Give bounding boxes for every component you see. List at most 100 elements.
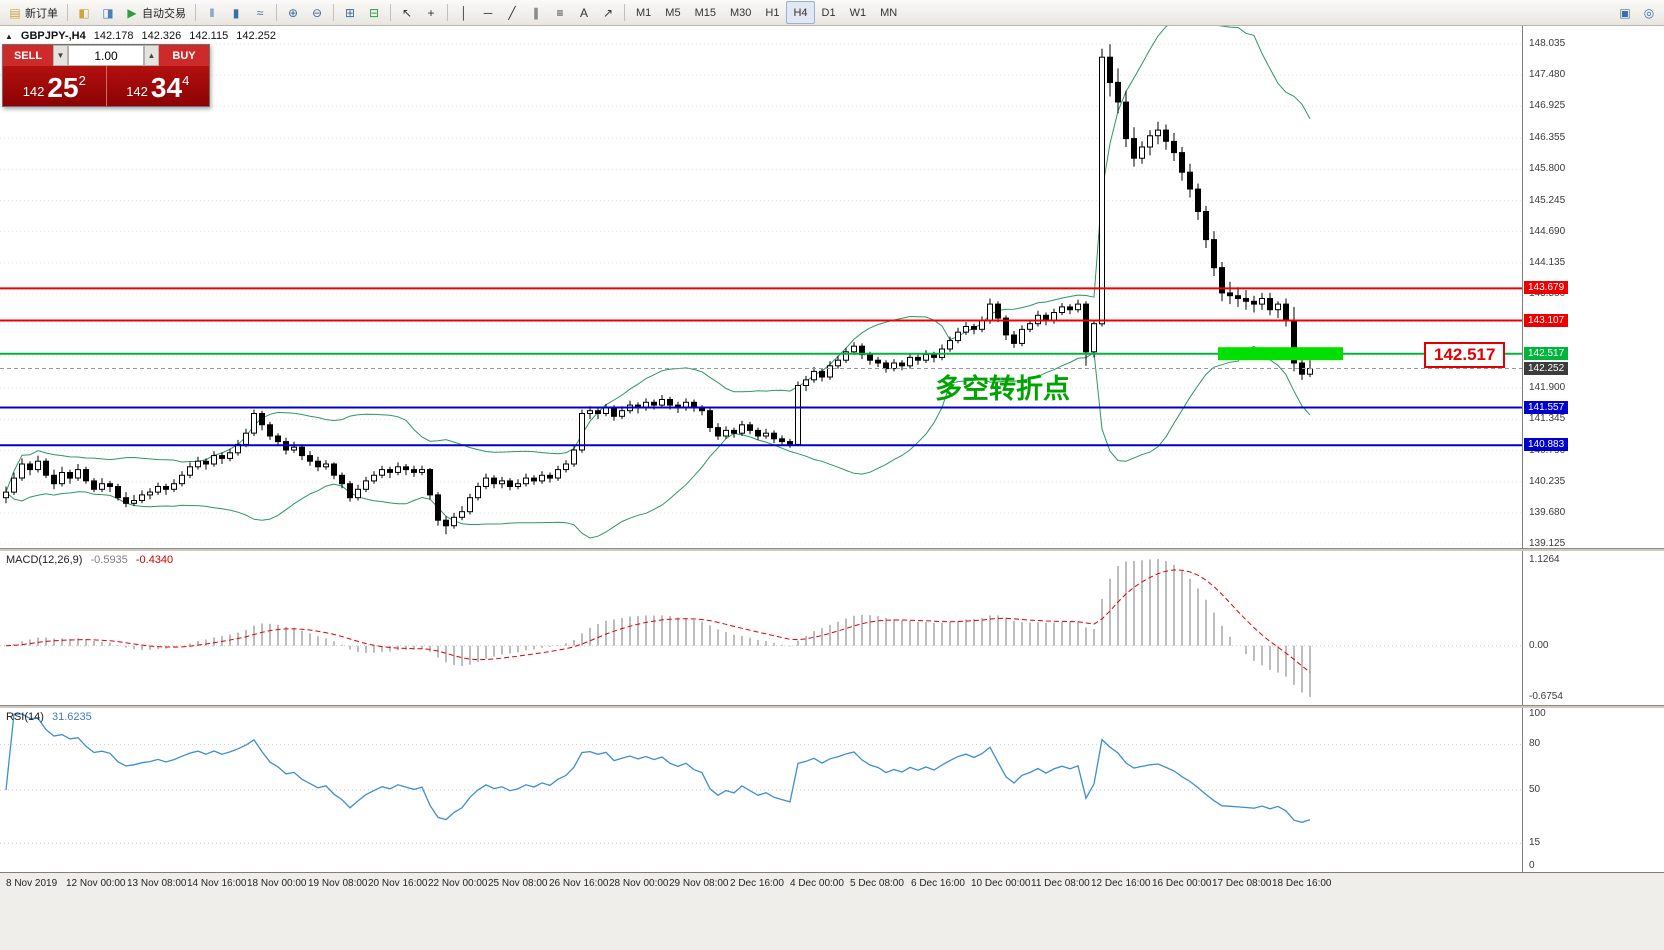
price-axis-label: 147.480 <box>1529 69 1566 80</box>
one-click-toggle-icon[interactable]: ▲ <box>5 31 13 41</box>
timeframe-m1-button[interactable]: M1 <box>636 6 652 19</box>
crosshair-icon[interactable]: + <box>419 1 443 24</box>
arrange-windows-icon-glyph: ⊟ <box>368 5 380 20</box>
sell-price[interactable]: 142 25 2 <box>3 66 106 106</box>
horizontal-line-icon-glyph: ─ <box>483 5 493 20</box>
ohlc-high: 142.326 <box>141 30 182 42</box>
symbol-name: GBPJPY-,H4 <box>20 30 86 42</box>
arrange-windows-icon[interactable]: ⊟ <box>362 1 386 24</box>
volume-input[interactable] <box>68 45 144 66</box>
zoom-in-icon-glyph: ⊕ <box>287 5 299 20</box>
sell-price-main: 142 <box>22 84 45 99</box>
price-axis-label: 144.690 <box>1529 226 1566 237</box>
volume-decrease-button[interactable]: ▼ <box>53 45 68 66</box>
timeframe-d1-button[interactable]: D1 <box>821 6 836 19</box>
objects-group: │ ─ ╱ ∥ ≡ A ↗ <box>452 1 620 25</box>
sell-button[interactable]: SELL <box>3 45 53 66</box>
bar-chart-icon[interactable]: ‖ <box>200 1 224 24</box>
buy-price[interactable]: 142 34 4 <box>107 66 210 106</box>
marketwatch-icon-glyph: ◧ <box>78 5 90 20</box>
price-axis-badge: 141.557 <box>1524 401 1569 414</box>
bollinger-lower-band <box>5 345 1311 539</box>
trendline-icon-glyph: ╱ <box>508 5 516 20</box>
macd-signal-line <box>5 569 1311 673</box>
price-axis-label: 141.345 <box>1529 413 1566 424</box>
zoom-in-icon[interactable]: ⊕ <box>281 1 305 24</box>
time-axis-label: 4 Dec 00:00 <box>790 878 844 889</box>
buy-price-main: 142 <box>126 84 148 99</box>
rsi-label: RSI(14) 31.6235 <box>6 711 92 723</box>
time-axis-label: 22 Nov 00:00 <box>428 878 488 889</box>
highlight-rectangle-object[interactable] <box>1218 347 1343 361</box>
new-order-button[interactable]: ▤ 新订单 <box>3 1 63 24</box>
chart-type-group: ‖ ▮ ≈ <box>200 1 272 25</box>
bollinger-upper-band <box>5 26 1311 493</box>
navigator-icon-glyph: ◨ <box>102 5 114 20</box>
toolbar-separator <box>67 4 68 21</box>
price-axis-badge: 143.107 <box>1524 314 1569 327</box>
timeframe-h1-button[interactable]: H1 <box>765 6 780 19</box>
cursor-icon[interactable]: ↖ <box>395 1 419 24</box>
toolbar-separator <box>390 4 391 21</box>
price-level-callout[interactable]: 142.517 <box>1424 342 1506 368</box>
toolbar-separator <box>195 4 196 21</box>
chart-settings-icon[interactable]: ▣ <box>1613 1 1637 24</box>
toolbar-separator <box>333 4 334 21</box>
window-group: ⊞ ⊟ <box>338 1 386 25</box>
navigator-icon[interactable]: ◨ <box>96 1 120 24</box>
time-axis-label: 16 Dec 00:00 <box>1152 878 1212 889</box>
autotrading-button[interactable]: ▶ 自动交易 <box>120 1 191 24</box>
symbol-info: ▲ GBPJPY-,H4 142.178 142.326 142.115 142… <box>5 30 276 42</box>
price-axis-label: 145.245 <box>1529 195 1566 206</box>
chart-annotation-text[interactable]: 多空转折点 <box>935 373 1070 404</box>
zoom-out-icon[interactable]: ⊖ <box>305 1 329 24</box>
trade-group: ▤ 新订单 <box>3 1 63 25</box>
rsi-name: RSI(14) <box>6 711 44 723</box>
macd-axis-label: -0.6754 <box>1529 691 1563 702</box>
main-chart[interactable]: 多空转折点 <box>0 26 1522 548</box>
line-chart-icon-glyph: ≈ <box>256 5 264 20</box>
text-tool-icon-glyph: A <box>579 5 588 20</box>
volume-increase-button[interactable]: ▲ <box>144 45 159 66</box>
time-axis-label: 17 Dec 08:00 <box>1212 878 1272 889</box>
price-axis-label: 146.925 <box>1529 100 1566 111</box>
search-icon[interactable]: ◎ <box>1637 1 1661 24</box>
tile-windows-icon-glyph: ⊞ <box>344 5 356 20</box>
toolbar-separator <box>276 4 277 21</box>
timeframe-h4-button[interactable]: H4 <box>786 1 815 24</box>
time-axis-label: 14 Nov 16:00 <box>187 878 247 889</box>
time-axis-label: 11 Dec 08:00 <box>1031 878 1090 889</box>
trendline-icon[interactable]: ╱ <box>500 1 524 24</box>
macd-axis-label: 1.1264 <box>1529 554 1560 565</box>
timeframe-w1-button[interactable]: W1 <box>849 6 867 19</box>
price-axis-badge: 142.252 <box>1524 362 1569 375</box>
buy-price-sup: 4 <box>182 73 190 88</box>
timeframe-m15-button[interactable]: M15 <box>694 6 716 19</box>
panel-divider[interactable] <box>0 548 1664 551</box>
time-axis[interactable]: 8 Nov 2019 12 Nov 00:00 13 Nov 08:00 14 Nov… <box>0 872 1664 950</box>
macd-panel[interactable] <box>0 551 1522 705</box>
arrows-tool-icon[interactable]: ↗ <box>596 1 620 24</box>
price-axis[interactable]: 148.035 147.480 146.925 146.355 145.800 145.2… <box>1522 26 1664 872</box>
rsi-panel[interactable] <box>0 708 1522 872</box>
timeframe-m5-button[interactable]: M5 <box>665 6 681 19</box>
line-chart-icon[interactable]: ≈ <box>248 1 272 24</box>
timeframe-mn-button[interactable]: MN <box>880 6 898 19</box>
toolbar-left: ▤ 新订单 ◧ ◨ ▶ 自动交易 ‖ ▮ ≈ ⊕ ⊖ ⊞ ⊟ ↖ + │ ─ ╱ ∥ ≡ A ↗ M1 M5 M15 M30 H1 H… <box>3 1 1613 25</box>
channel-icon-glyph: ∥ <box>533 5 539 20</box>
candlestick-chart-icon[interactable]: ▮ <box>224 1 248 24</box>
panel-divider[interactable] <box>0 705 1664 708</box>
channel-icon[interactable]: ∥ <box>524 1 548 24</box>
text-tool-icon[interactable]: A <box>572 1 596 24</box>
tile-windows-icon[interactable]: ⊞ <box>338 1 362 24</box>
rsi-line <box>5 713 1311 823</box>
fibonacci-icon-glyph: ≡ <box>556 5 564 20</box>
timeframe-m30-button[interactable]: M30 <box>729 6 752 19</box>
vertical-line-icon[interactable]: │ <box>452 1 476 24</box>
fibonacci-icon[interactable]: ≡ <box>548 1 572 24</box>
marketwatch-icon[interactable]: ◧ <box>72 1 96 24</box>
buy-button[interactable]: BUY <box>159 45 209 66</box>
arrows-tool-icon-glyph: ↗ <box>602 5 614 20</box>
horizontal-line-icon[interactable]: ─ <box>476 1 500 24</box>
